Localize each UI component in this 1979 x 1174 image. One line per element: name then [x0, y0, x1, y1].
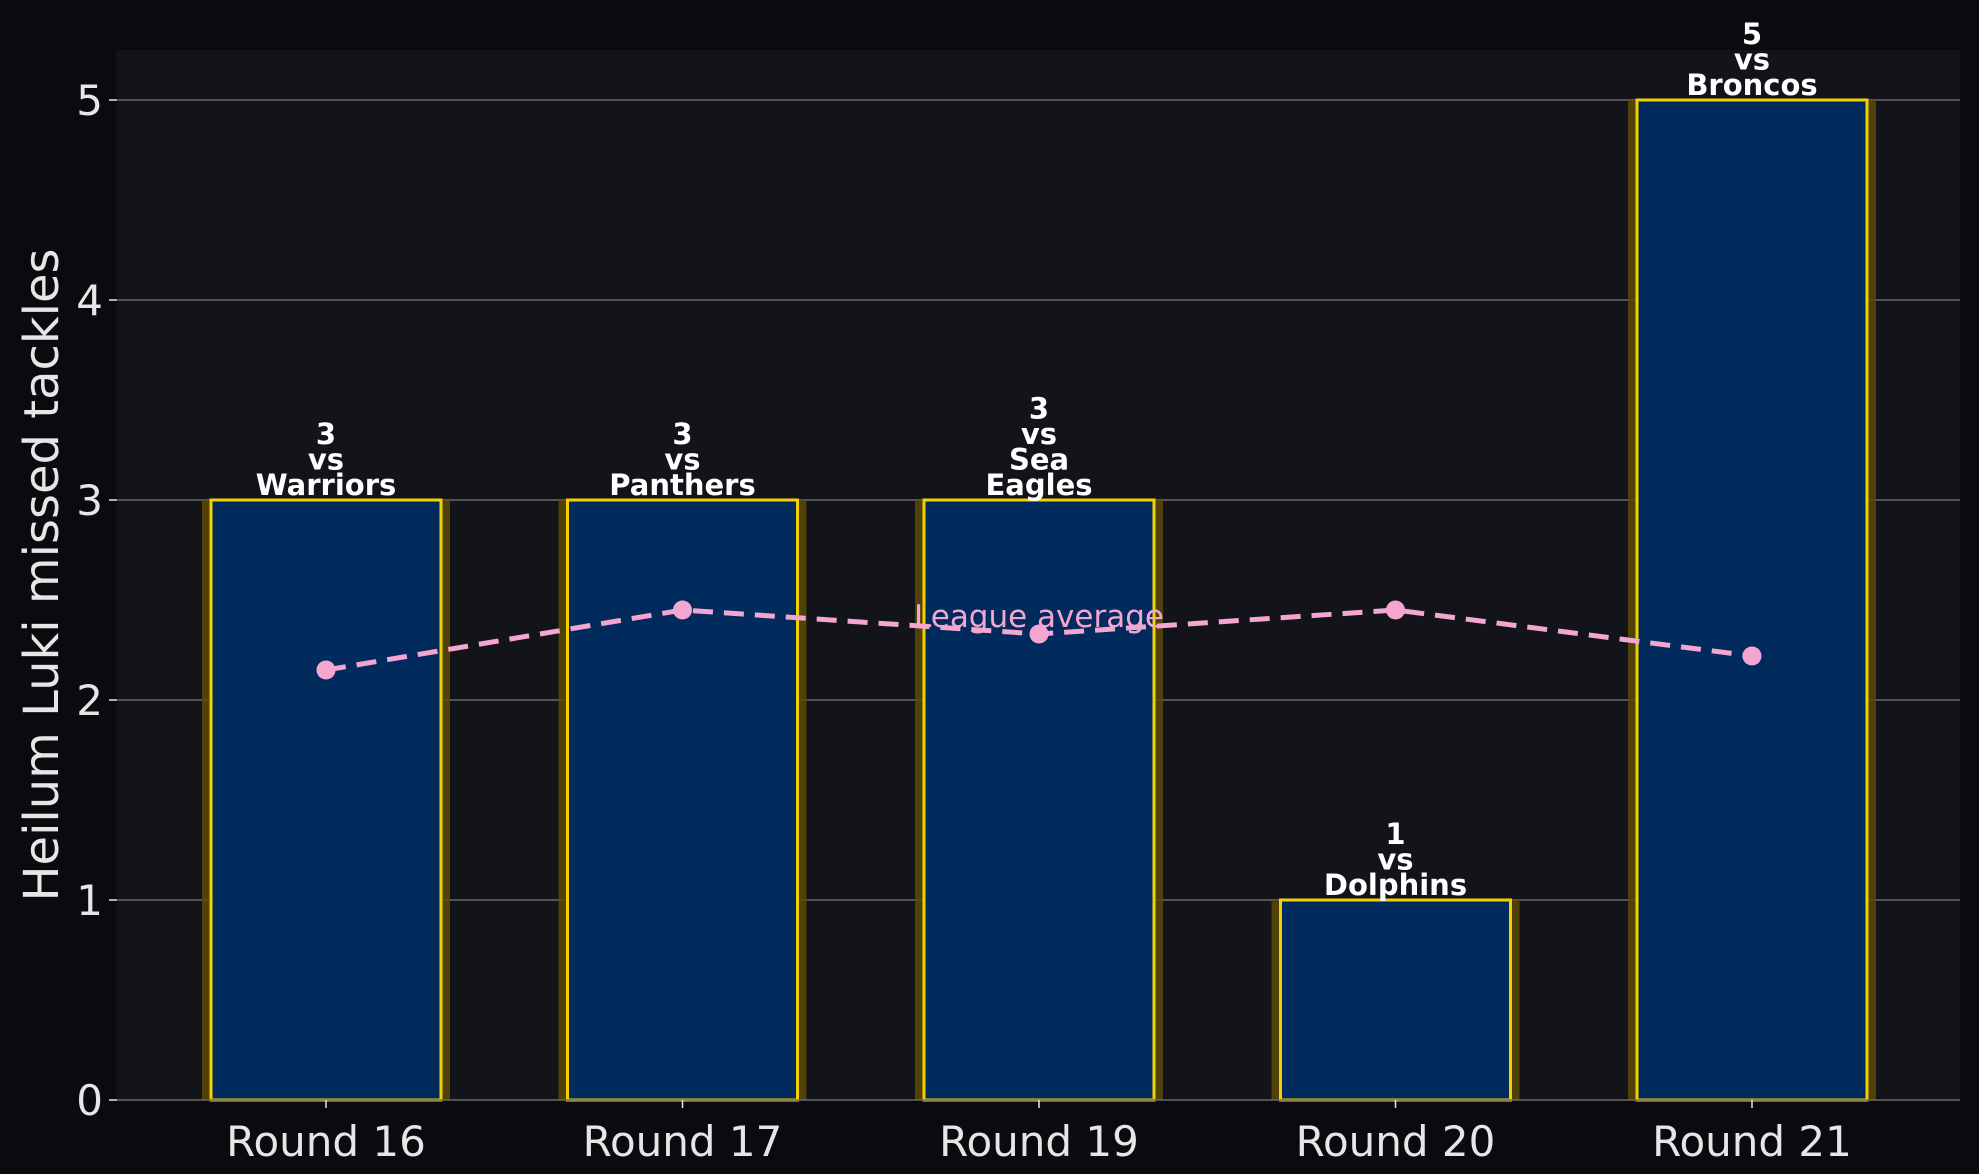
bar — [1635, 98, 1869, 1102]
bar — [922, 498, 1156, 1102]
bar-annotation-line: vs — [308, 443, 344, 477]
bar-annotation-line: vs — [1734, 43, 1770, 77]
y-tick-label: 0 — [76, 1076, 103, 1125]
bar-annotation-line: vs — [1021, 417, 1057, 451]
y-tick-label: 2 — [76, 676, 103, 725]
league-average-line: League average — [316, 599, 1762, 680]
league-average-point — [316, 660, 336, 680]
league-average-point — [673, 600, 692, 620]
league-average-point — [1742, 646, 1762, 666]
y-tick-label: 3 — [76, 476, 103, 525]
x-tick-label: Round 17 — [583, 1117, 783, 1166]
bar-annotation-line: 1 — [1385, 817, 1405, 851]
bar — [566, 498, 799, 1102]
x-tick-label: Round 19 — [939, 1117, 1139, 1166]
y-tick-label: 5 — [76, 76, 103, 125]
x-tick-label: Round 21 — [1652, 1117, 1852, 1166]
league-average-label: League average — [914, 599, 1164, 635]
bar-annotation-line: Panthers — [609, 468, 755, 502]
bar-annotation-line: 3 — [672, 417, 692, 451]
bar-annotation-line: vs — [664, 443, 700, 477]
axes: 0 1 2 3 4 5 Round 16 Round 17 Round 19 Round 20 Ro… — [76, 50, 1960, 1166]
bar-annotation-line: Broncos — [1686, 68, 1817, 102]
y-tick-label: 1 — [76, 876, 103, 925]
bar-annotation-line: 3 — [1029, 392, 1049, 426]
league-average-point — [1386, 600, 1405, 620]
bar-annotation-line: Dolphins — [1324, 868, 1467, 902]
bar-annotations: 3vsWarriors3vsPanthers3vsSeaEagles1vsDol… — [256, 17, 1818, 902]
bars — [202, 98, 1876, 1102]
league-average-point — [1029, 624, 1049, 644]
bar — [1279, 898, 1512, 1102]
bar — [209, 498, 443, 1102]
bar-annotation-line: Sea — [1009, 443, 1069, 477]
bar-annotation-line: 5 — [1742, 17, 1762, 51]
bar-annotation-line: vs — [1377, 843, 1413, 877]
bar-annotation-line: Eagles — [985, 468, 1092, 502]
x-tick-label: Round 20 — [1296, 1117, 1496, 1166]
bar-annotation-line: Warriors — [256, 468, 397, 502]
x-tick-label: Round 16 — [226, 1117, 426, 1166]
y-axis-label: Heilum Luki missed tackles — [14, 248, 70, 901]
y-tick-label: 4 — [76, 276, 103, 325]
bar-annotation-line: 3 — [316, 417, 336, 451]
